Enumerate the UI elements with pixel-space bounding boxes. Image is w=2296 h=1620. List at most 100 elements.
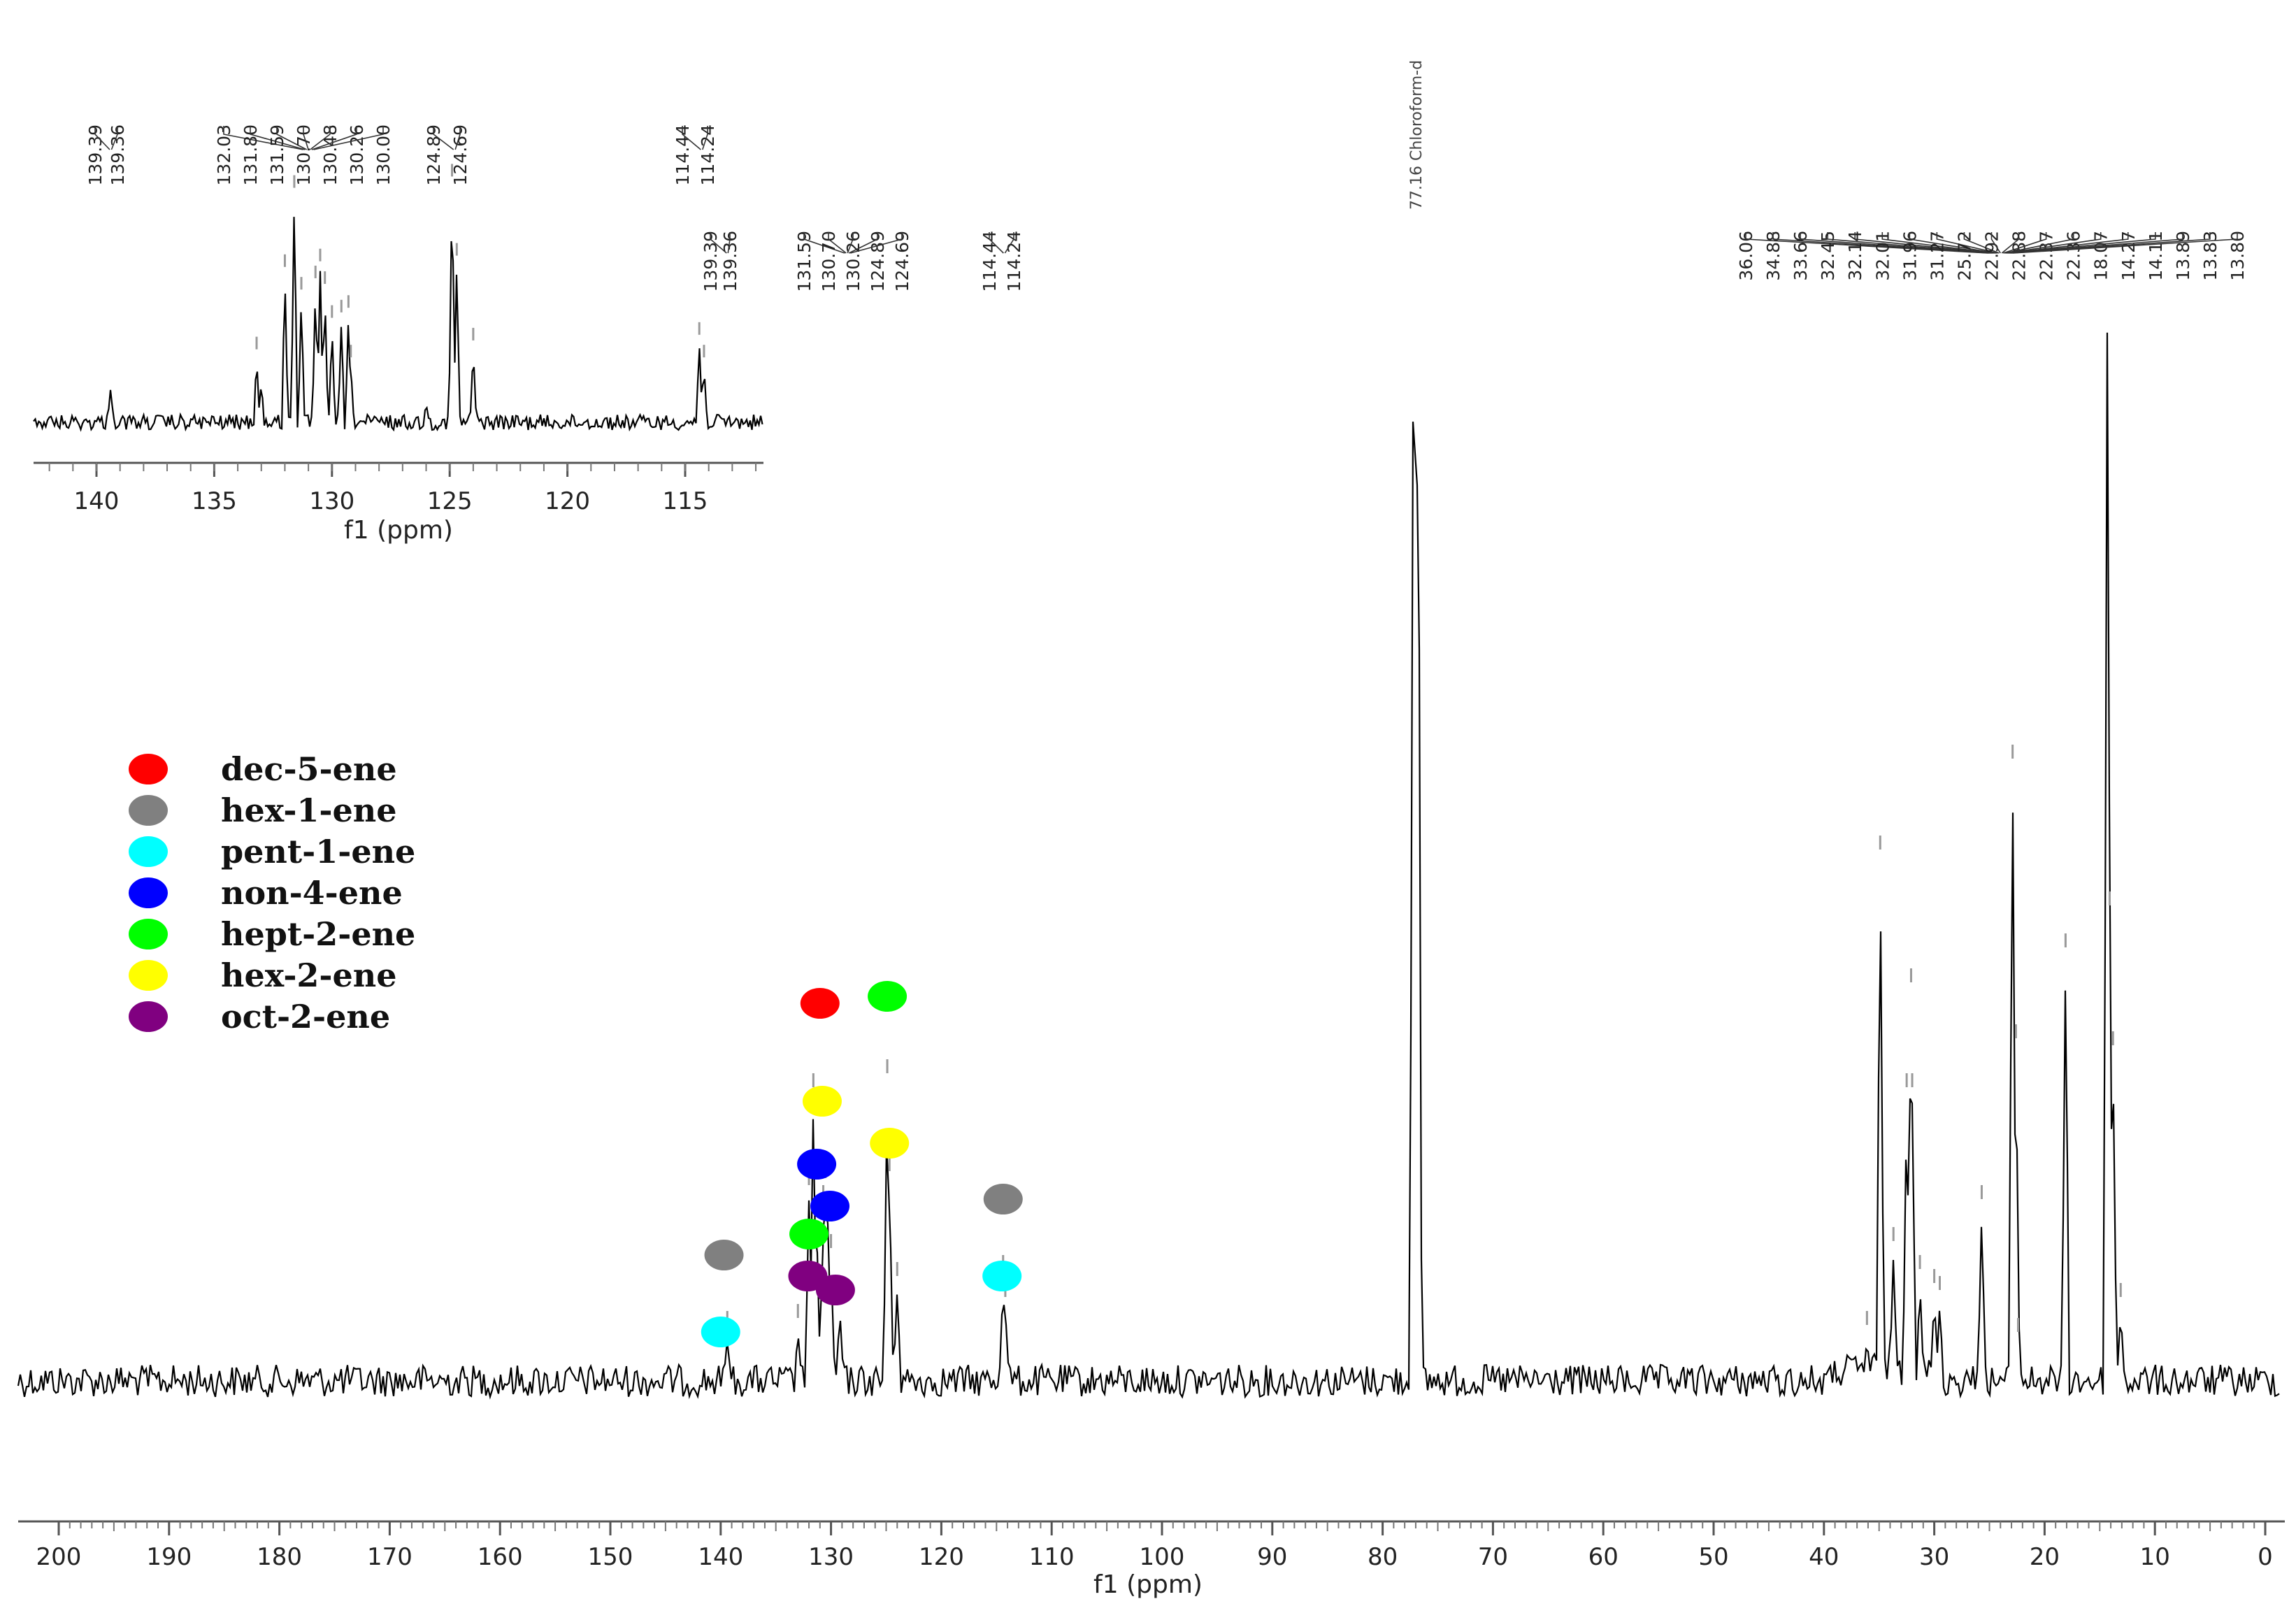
legend-swatch: [129, 919, 168, 949]
inset-peak-label-leader: [310, 126, 331, 150]
main-tick-label: 0: [2258, 1543, 2273, 1571]
inset-peak-label-leader: [682, 126, 701, 150]
legend-label: hex-1-ene: [221, 791, 397, 829]
compound-peak-marker: [800, 988, 840, 1019]
main-peak-label-leader: [1772, 232, 1990, 254]
main-peak-value-label: 114.44: [980, 231, 1000, 292]
inset-peak-label-leader: [313, 126, 384, 150]
inset-tick-label: 135: [192, 487, 237, 515]
inset-spectrum: 140 135 130 125 120 115 f1 (ppm) 139.39 139.36…: [33, 124, 763, 545]
inset-tick-label: 140: [74, 487, 120, 515]
main-peak-label-leader: [727, 232, 731, 254]
main-peak-label-leader: [2007, 232, 2129, 254]
main-peak-value-label: 124.69: [892, 231, 912, 292]
main-tick-label: 90: [1257, 1543, 1287, 1571]
main-peak-label-leader: [1800, 232, 1991, 254]
main-peak-label-leader: [2004, 232, 2074, 254]
main-peak-label-leader: [2003, 232, 2047, 254]
compound-peak-marker: [810, 1191, 850, 1221]
main-tick-label: 70: [1478, 1543, 1508, 1571]
main-peak-label-leader: [989, 232, 1004, 254]
main-peak-label-leader: [2006, 232, 2102, 254]
main-peak-label-leader: [803, 232, 845, 254]
inset-tick-label: 120: [545, 487, 590, 515]
legend-label: hex-2-ene: [221, 956, 397, 994]
legend-label: pent-1-ene: [221, 833, 415, 870]
main-peak-label-leader: [847, 232, 854, 254]
main-tick-label: 140: [698, 1543, 743, 1571]
main-peak-label-leader: [1963, 232, 2000, 254]
compound-peak-marker: [870, 1128, 910, 1159]
main-tick-label: 120: [919, 1543, 964, 1571]
main-tick-label: 60: [1588, 1543, 1619, 1571]
solvent-peak-label: 77.16 Chloroform-d: [1408, 60, 1426, 210]
main-tick-label: 200: [36, 1543, 82, 1571]
compound-peak-marker: [789, 1219, 829, 1249]
compound-peak-marker: [983, 1184, 1023, 1214]
main-x-ticks: 200 190 180 170 160 150 140 130 120 110 100 90 80 70 6…: [36, 1521, 2273, 1571]
inset-spectrum-trace: [33, 217, 763, 432]
main-spectrum-trace: [17, 332, 2280, 1400]
main-tick-label: 20: [2030, 1543, 2060, 1571]
inset-x-axis-title: f1 (ppm): [344, 516, 453, 545]
legend-label: non-4-ene: [221, 874, 403, 912]
inset-peak-label-leader: [223, 126, 303, 150]
compound-peak-marker: [982, 1261, 1022, 1291]
main-tick-label: 100: [1140, 1543, 1185, 1571]
main-tick-label: 80: [1368, 1543, 1398, 1571]
main-tick-label: 160: [478, 1543, 523, 1571]
inset-peak-ticks: [255, 164, 705, 358]
main-spectrum: 200 190 180 170 160 150 140 130 120 110 100 90 80 70 6…: [17, 60, 2285, 1599]
main-peak-value-label: 130.26: [843, 231, 863, 292]
main-tick-label: 110: [1029, 1543, 1075, 1571]
inset-peak-labels: 139.39 139.36 132.03 131.80 131.59 130.70 130.…: [85, 124, 718, 185]
main-peak-value-label: 124.89: [868, 231, 888, 292]
main-peak-label-leader: [828, 232, 847, 254]
main-peak-value-label: 114.24: [1004, 231, 1024, 292]
inset-x-ticks: 140 135 130 125 120 115: [48, 463, 757, 515]
main-peak-label-leader: [850, 232, 903, 254]
inset-tick-label: 125: [427, 487, 473, 515]
main-tick-label: 40: [1809, 1543, 1839, 1571]
main-x-axis-title: f1 (ppm): [1093, 1570, 1203, 1599]
inset-peak-label-leader: [311, 126, 357, 150]
main-peak-label-leader: [1881, 232, 1995, 254]
main-tick-label: 180: [257, 1543, 302, 1571]
main-peak-label-leader: [2009, 232, 2156, 254]
main-peak-label-leader: [2001, 232, 2020, 254]
inset-peak-label-leader: [110, 126, 118, 150]
main-peak-labels: 139.39 139.36 131.59 130.70 130.26 124.89 124.…: [701, 231, 2248, 292]
legend-swatch: [129, 960, 168, 991]
compound-peak-marker: [797, 1149, 837, 1180]
main-tick-label: 170: [367, 1543, 412, 1571]
main-tick-label: 150: [588, 1543, 633, 1571]
legend-swatch: [129, 754, 168, 784]
main-peak-label-leader: [1745, 232, 1988, 254]
legend-swatch: [129, 1001, 168, 1032]
main-tick-label: 50: [1698, 1543, 1728, 1571]
main-tick-label: 10: [2140, 1543, 2170, 1571]
compound-peak-marker: [802, 1086, 842, 1117]
inset-peak-label-leader: [702, 126, 708, 150]
compound-peak-markers: [701, 981, 1023, 1347]
inset-peak-label-leader: [454, 126, 461, 150]
main-peak-label-leader: [1909, 232, 1997, 254]
main-peak-value-label: 131.59: [794, 231, 815, 292]
compound-peak-marker: [701, 1317, 740, 1347]
inset-tick-label: 130: [309, 487, 354, 515]
compound-peak-marker: [868, 981, 907, 1012]
main-peak-value-label: 139.36: [720, 231, 740, 292]
main-peak-label-leader: [1854, 232, 1994, 254]
main-peak-label-leader: [1004, 232, 1014, 254]
compound-peak-marker: [704, 1240, 744, 1270]
inset-peak-label-leader: [94, 126, 110, 150]
main-tick-label: 130: [808, 1543, 854, 1571]
main-peak-label-leader: [710, 232, 727, 254]
main-peak-label-leader: [2011, 232, 2211, 254]
legend-label: oct-2-ene: [221, 998, 390, 1035]
legend-swatch: [129, 836, 168, 867]
legend-swatch: [129, 795, 168, 826]
